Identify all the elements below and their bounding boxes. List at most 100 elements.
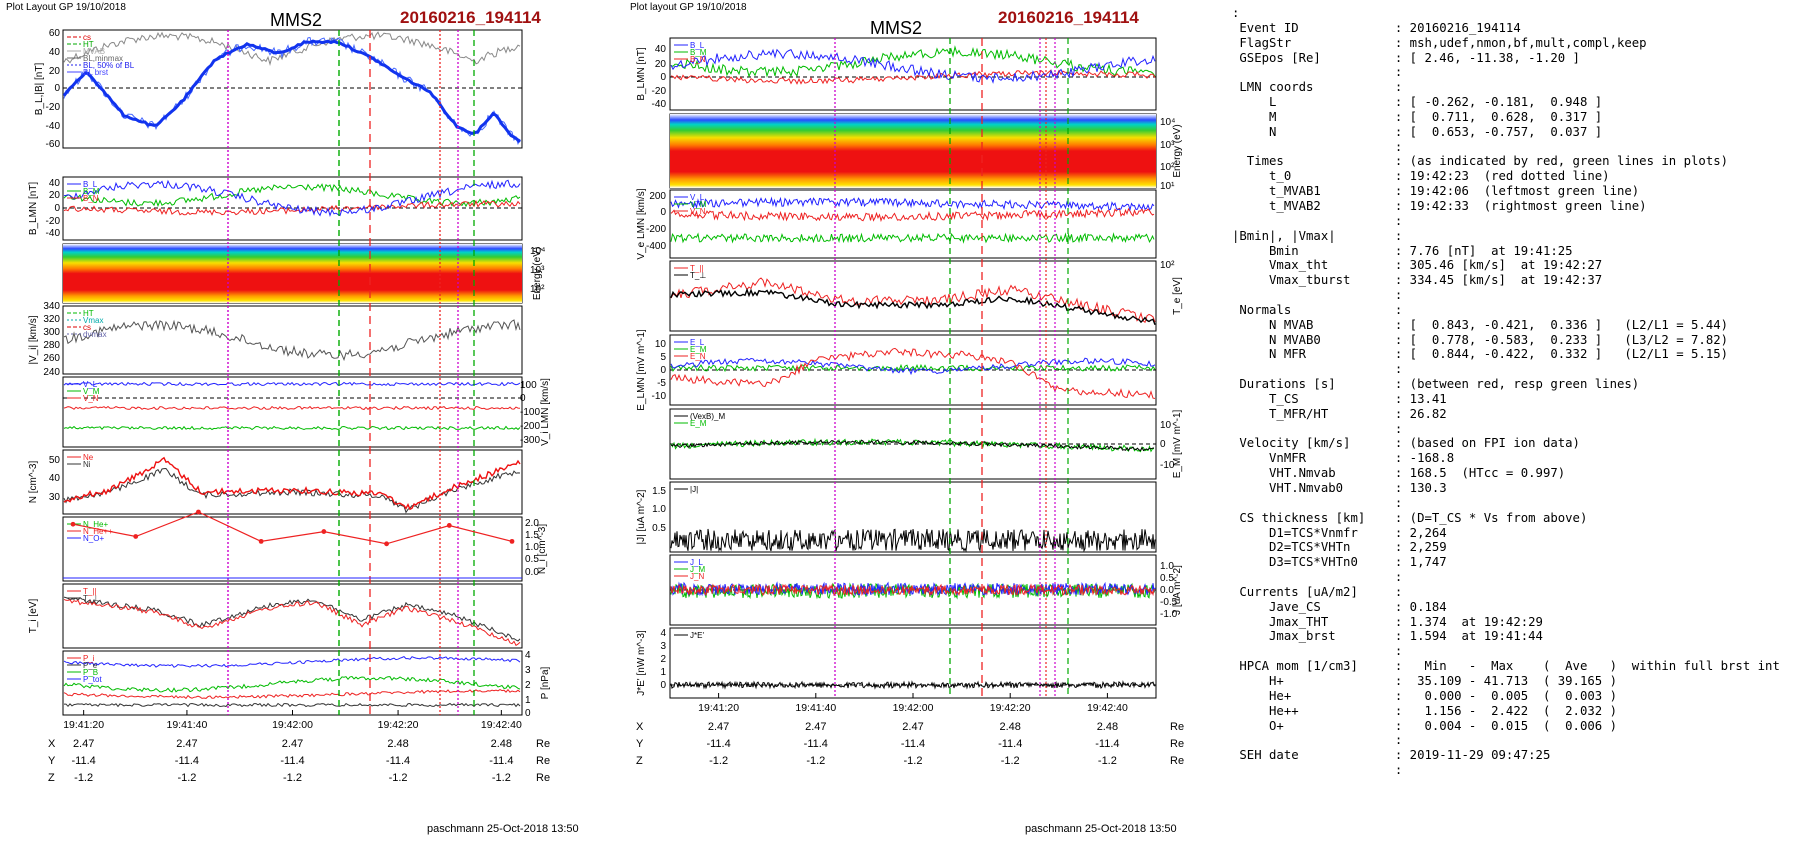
left-legend-label: dvmax	[83, 330, 107, 339]
left-tick-label: 20	[49, 190, 61, 201]
left-tick-label: 30	[49, 492, 61, 503]
right-legend-label: T_⊥	[690, 271, 706, 280]
left-pos-value: 2.48	[387, 738, 408, 750]
right-axis-label: T_e [eV]	[1172, 277, 1183, 315]
summary-line: Currents [uA/m2] :	[1232, 584, 1403, 599]
right-tick-label: 0	[660, 680, 666, 691]
summary-line: :	[1232, 644, 1403, 659]
left-tick-label: 10³	[530, 265, 545, 276]
right-legend-label: J_L	[690, 558, 703, 567]
left-legend-label: BL, 50% of BL	[83, 61, 135, 70]
left-legend-label: BL brst	[83, 68, 109, 77]
left-tick-label: 20	[49, 66, 61, 77]
left-legend-label: P_B	[83, 668, 98, 677]
left-series-line	[63, 405, 521, 411]
right-axis-label: E_M [mV m^-1]	[1172, 409, 1183, 478]
left-tick-label: -300	[520, 435, 540, 446]
left-he-pp-line	[72, 511, 513, 545]
right-pos-value: 2.48	[1097, 721, 1118, 733]
right-panel-frame	[669, 481, 1157, 553]
summary-line: N MVAB : [ 0.843, -0.421, 0.336 ] (L2/L1…	[1232, 317, 1729, 332]
summary-line: N : [ 0.653, -0.757, 0.037 ]	[1232, 124, 1603, 139]
right-legend-label: V_M	[690, 200, 707, 209]
summary-line: :	[1232, 763, 1403, 778]
left-pos-label: X	[48, 738, 56, 750]
left-series-line	[63, 179, 521, 217]
right-axis-label: J [uA m^-2]	[1172, 565, 1183, 615]
left-tick-label: 4	[525, 650, 531, 661]
left-he-pp-point	[133, 534, 139, 539]
left-series-line	[63, 456, 521, 511]
right-tick-label: 0	[660, 72, 666, 83]
right-series-line	[670, 680, 1156, 690]
left-tick-label: 40	[49, 473, 61, 484]
left-axis-label: V_i LMN [km/s]	[540, 378, 551, 446]
summary-line: Jmax_THT : 1.374 at 19:42:29	[1232, 614, 1543, 629]
left-x-tick-label: 19:41:40	[166, 719, 207, 731]
left-legend-label: cs	[83, 323, 91, 332]
left-he-pp-point	[321, 529, 327, 534]
left-event-id: 20160216_194114	[400, 8, 541, 27]
left-legend-label: HT	[83, 309, 94, 318]
right-pos-value: -11.4	[998, 738, 1022, 750]
right-tick-label: 3	[660, 641, 666, 652]
right-pos-value: -11.4	[804, 738, 828, 750]
summary-line: :	[1232, 362, 1403, 377]
summary-line: CS thickness [km] : (D=T_CS * Vs from ab…	[1232, 510, 1588, 525]
summary-line: Jave_CS : 0.184	[1232, 599, 1447, 614]
left-legend-label: T_||	[83, 587, 97, 596]
left-he-pp-point	[258, 538, 264, 544]
left-pos-unit: Re	[536, 772, 550, 784]
summary-line: :	[1232, 288, 1403, 303]
right-pos-value: 2.47	[902, 721, 923, 733]
right-series-line	[670, 48, 1156, 84]
left-legend-label: T_⊥	[83, 594, 99, 603]
right-pos-value: -11.4	[706, 738, 730, 750]
right-tick-label: 0.5	[1160, 573, 1174, 584]
summary-line: H+ : 35.109 - 41.713 ( 39.165 )	[1232, 673, 1617, 688]
left-panel-frame	[62, 583, 523, 649]
left-series-line	[63, 183, 521, 208]
right-series-line	[670, 437, 1155, 453]
left-pos-value: -11.4	[386, 755, 410, 767]
left-tick-label: -40	[46, 121, 61, 132]
right-series-line	[670, 363, 1156, 373]
left-legend-label: MVAB	[83, 47, 105, 56]
summary-line: GSEpos [Re] : [ 2.46, -11.38, -1.20 ]	[1232, 50, 1580, 65]
summary-line: He++ : 1.156 - 2.422 ( 2.032 )	[1232, 703, 1617, 718]
summary-line: Vmax_tht : 305.46 [km/s] at 19:42:27	[1232, 258, 1603, 273]
left-series-line	[64, 702, 521, 708]
right-spectrogram	[670, 114, 1156, 188]
right-legend-label: E_L	[690, 338, 705, 347]
right-series-line	[670, 357, 1156, 376]
left-he-pp-point	[509, 538, 515, 544]
left-tick-label: 10²	[530, 284, 545, 295]
right-legend-label: B_M	[690, 48, 707, 57]
summary-line: :	[1232, 733, 1403, 748]
right-series-line	[670, 347, 1156, 399]
left-legend-label: BL,minmax	[83, 54, 123, 63]
left-legend-label: B_M	[83, 187, 100, 196]
left-tick-label: 0	[520, 393, 526, 404]
summary-line: VHT.Nmvab0 : 130.3	[1232, 481, 1447, 495]
left-legend-label: cs	[83, 33, 91, 42]
left-legend-label: N_He++	[83, 527, 113, 536]
left-tick-label: 1.5	[525, 530, 539, 541]
left-legend-label: V_N	[83, 394, 99, 403]
right-series-line	[670, 45, 1156, 78]
right-pos-value: -1.2	[709, 755, 728, 767]
right-legend-label: V_L	[690, 193, 705, 202]
left-series-line	[63, 319, 521, 362]
left-tick-label: -100	[520, 407, 540, 418]
left-tick-label: 2.0	[525, 518, 539, 529]
left-tick-label: 60	[49, 28, 61, 39]
summary-line: Times : (as indicated by red, green line…	[1232, 154, 1729, 169]
right-pos-value: 2.47	[708, 721, 729, 733]
right-tick-label: -400	[646, 241, 666, 252]
right-series-line	[670, 207, 1155, 223]
left-panel-frame	[62, 449, 523, 515]
left-title: MMS2	[270, 10, 323, 30]
right-tick-label: 0.5	[652, 523, 666, 534]
right-pos-value: -1.2	[904, 755, 923, 767]
left-tick-label: -40	[46, 228, 61, 239]
